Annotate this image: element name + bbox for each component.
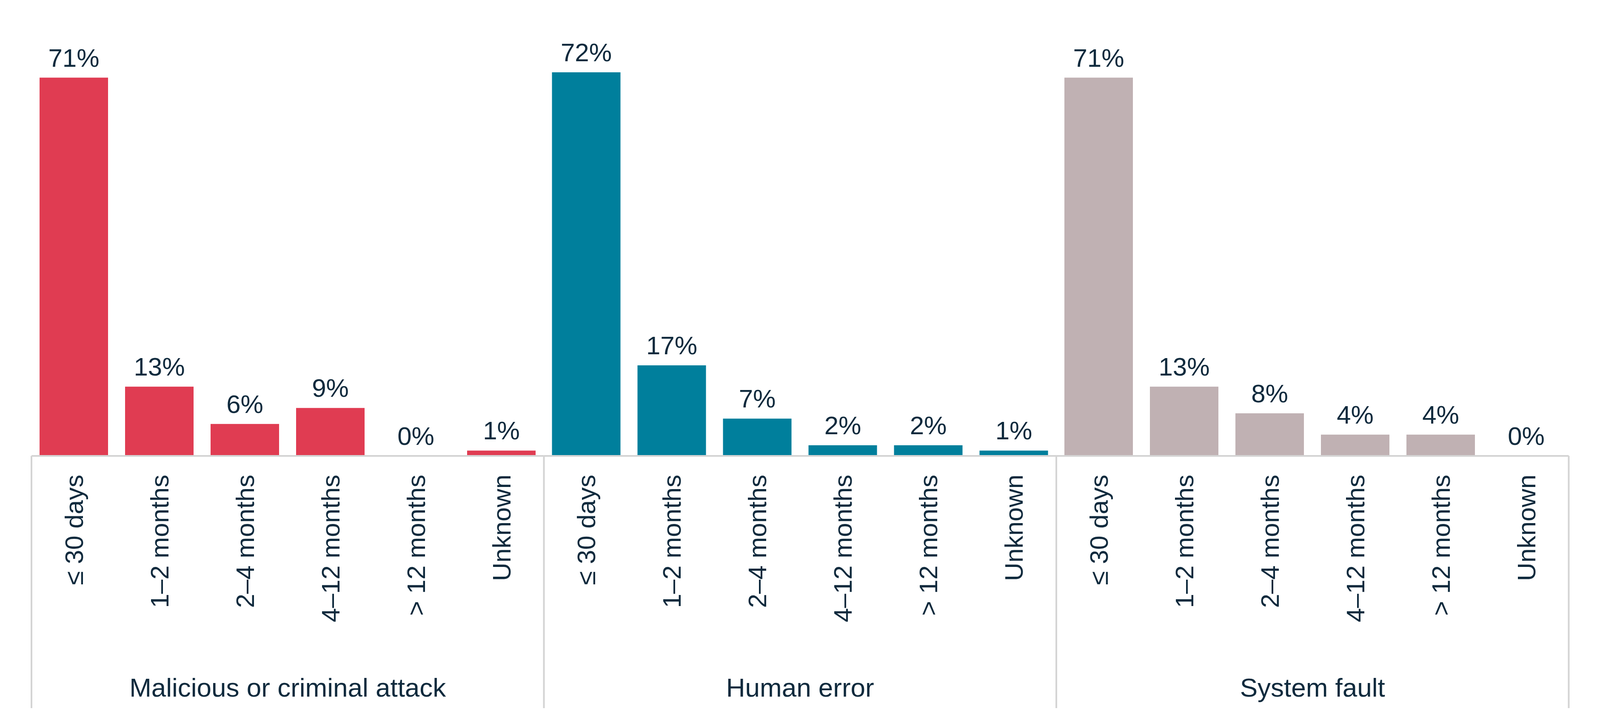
data-label: 2%: [909, 411, 947, 440]
bars: [552, 72, 1049, 457]
category-label: 2–4 months: [1255, 474, 1285, 609]
data-label: 2%: [824, 411, 862, 440]
category-label: Unknown: [999, 474, 1029, 582]
group-divider: [1568, 456, 1570, 709]
data-label: 13%: [133, 352, 185, 382]
category-label: 2–4 months: [743, 474, 772, 609]
bar: [1320, 434, 1390, 457]
group-divider: [30, 456, 33, 709]
data-label: 7%: [738, 384, 776, 414]
baseline: [544, 455, 1057, 457]
category-label: 1–2 months: [657, 474, 687, 609]
data-label: 71%: [1072, 43, 1124, 73]
category-label: ≤ 30 days: [59, 474, 89, 586]
data-label: 8%: [1251, 379, 1289, 408]
category-label: 1–2 months: [1170, 474, 1199, 609]
data-label: 72%: [560, 38, 612, 67]
category-label: Unknown: [487, 474, 517, 582]
baseline: [1056, 455, 1569, 457]
category-label: > 12 months: [402, 474, 431, 617]
bar: [1149, 386, 1219, 457]
data-label: 0%: [397, 422, 435, 451]
chart-svg: 71% ≤ 30 days 13% 1–2 months 6% 2–4 months 9% 4…: [0, 0, 1600, 723]
category-label: ≤ 30 days: [572, 474, 601, 586]
category-label: 1–2 months: [145, 474, 174, 609]
data-label: 0%: [1507, 422, 1545, 451]
data-label: 13%: [1158, 352, 1210, 382]
bar: [1064, 77, 1133, 457]
bar: [1406, 434, 1475, 457]
bars: [1064, 77, 1475, 457]
bar: [125, 386, 194, 457]
chart-container: 71% ≤ 30 days 13% 1–2 months 6% 2–4 months 9% 4…: [0, 0, 1600, 723]
bar: [1235, 413, 1304, 457]
group-title: System fault: [1240, 673, 1386, 703]
bars: [39, 77, 536, 457]
category-label: 4–12 months: [1341, 474, 1370, 623]
data-label: 4%: [1336, 400, 1374, 430]
group-title: Malicious or criminal attack: [129, 673, 447, 703]
data-label: 1%: [995, 416, 1033, 445]
bar: [296, 407, 365, 457]
bar: [552, 72, 621, 457]
bar: [637, 365, 707, 457]
category-label: 2–4 months: [231, 474, 260, 609]
category-label: 4–12 months: [828, 474, 858, 623]
category-label: Unknown: [1512, 474, 1541, 582]
category-label: ≤ 30 days: [1084, 474, 1114, 586]
baseline: [31, 455, 545, 457]
group-divider: [543, 456, 545, 709]
group-divider: [1055, 456, 1058, 709]
category-label: > 12 months: [1426, 474, 1456, 617]
data-label: 1%: [482, 416, 520, 445]
data-label: 17%: [646, 331, 698, 360]
bar: [808, 445, 878, 457]
group-title: Human error: [726, 673, 875, 703]
bar: [210, 424, 280, 457]
bar: [894, 445, 963, 457]
data-label: 4%: [1422, 400, 1460, 430]
category-label: > 12 months: [914, 474, 943, 617]
bar: [39, 77, 109, 457]
data-label: 9%: [311, 373, 349, 403]
category-label: 4–12 months: [316, 474, 346, 623]
bar: [723, 418, 792, 457]
data-label: 71%: [48, 43, 100, 73]
data-label: 6%: [226, 390, 264, 419]
